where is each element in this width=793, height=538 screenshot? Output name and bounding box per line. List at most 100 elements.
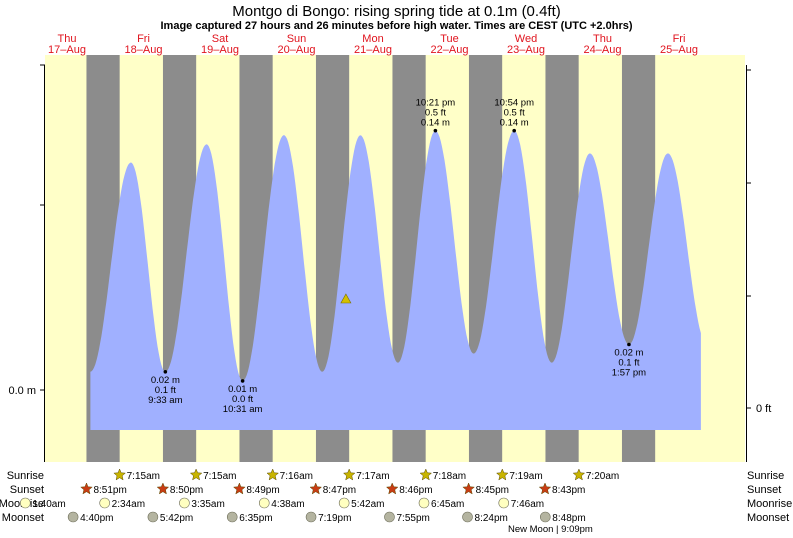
row-label-right: Sunrise bbox=[747, 470, 784, 482]
tide-point-label: 10:31 am bbox=[223, 404, 263, 415]
day-weekday-label: Thu bbox=[593, 33, 612, 45]
moonset-time-label: 8:24pm bbox=[475, 513, 508, 524]
sunrise-icon bbox=[113, 468, 126, 481]
moonset-icon bbox=[305, 511, 317, 523]
sunset-time-label: 8:46pm bbox=[399, 485, 432, 496]
row-label-right: Moonrise bbox=[747, 498, 792, 510]
row-label-left: Sunrise bbox=[7, 470, 44, 482]
sunset-time-label: 8:45pm bbox=[476, 485, 509, 496]
sunrise-icon bbox=[495, 468, 509, 481]
sunrise-time-label: 7:19am bbox=[509, 471, 542, 482]
day-weekday-label: Sat bbox=[212, 33, 229, 45]
sunset-time-label: 8:47pm bbox=[323, 485, 356, 496]
moonrise-icon bbox=[179, 497, 190, 509]
moonrise-time-label: 2:34am bbox=[112, 499, 145, 510]
moonrise-time-label: 1:40am bbox=[32, 499, 65, 510]
tide-point-label: 0.1 ft bbox=[618, 358, 639, 369]
moonrise-icon bbox=[258, 497, 270, 509]
moonset-icon bbox=[384, 511, 395, 523]
tide-area bbox=[90, 130, 701, 430]
moonrise-time-label: 6:45am bbox=[431, 499, 464, 510]
day-weekday-label: Fri bbox=[137, 33, 150, 45]
sunset-time-label: 8:50pm bbox=[170, 485, 203, 496]
tide-point-label: 0.5 ft bbox=[504, 108, 525, 119]
sunrise-icon bbox=[189, 468, 203, 481]
moonset-time-label: 5:42pm bbox=[160, 513, 193, 524]
moonrise-icon bbox=[338, 497, 350, 509]
day-date-label: 22–Aug bbox=[431, 44, 469, 56]
moonrise-icon bbox=[418, 497, 430, 509]
day-weekday-label: Thu bbox=[58, 33, 77, 45]
sunrise-icon bbox=[342, 468, 356, 481]
day-date-label: 18–Aug bbox=[125, 44, 163, 56]
moon-phase-label: New Moon | 9:09pm bbox=[508, 524, 593, 535]
tide-point-label: 0.02 m bbox=[151, 375, 180, 386]
sunrise-time-label: 7:16am bbox=[280, 471, 313, 482]
sunrise-time-label: 7:20am bbox=[586, 471, 619, 482]
tide-point bbox=[433, 128, 438, 133]
axes: 0.0 m 0 ft bbox=[8, 64, 771, 462]
tide-point-label: 0.5 ft bbox=[425, 108, 446, 119]
moonset-time-label: 8:48pm bbox=[552, 513, 585, 524]
sunrise-icon bbox=[572, 468, 586, 481]
moonset-icon bbox=[226, 511, 238, 523]
row-label-left: Moonset bbox=[2, 512, 44, 524]
sunset-icon bbox=[309, 482, 323, 495]
chart-title: Montgo di Bongo: rising spring tide at 0… bbox=[232, 3, 561, 20]
tide-point-label: 0.02 m bbox=[614, 348, 643, 359]
moonset-icon bbox=[67, 511, 79, 523]
tide-point bbox=[627, 342, 631, 347]
sunrise-time-label: 7:15am bbox=[127, 471, 160, 482]
tide-point-label: 0.0 ft bbox=[232, 394, 253, 405]
tide-point-label: 0.1 ft bbox=[155, 385, 176, 396]
tide-point bbox=[512, 128, 516, 133]
moonrise-icon bbox=[99, 497, 110, 509]
sunrise-time-label: 7:15am bbox=[203, 471, 236, 482]
moonset-icon bbox=[462, 511, 473, 523]
day-date-label: 21–Aug bbox=[354, 44, 392, 56]
day-weekday-label: Tue bbox=[440, 33, 459, 45]
day-date-label: 17–Aug bbox=[48, 44, 86, 56]
tide-point-label: 0.01 m bbox=[228, 384, 257, 395]
moonrise-icon bbox=[498, 497, 510, 509]
sunset-icon bbox=[80, 482, 93, 495]
day-weekday-label: Fri bbox=[673, 33, 686, 45]
moonset-icon bbox=[147, 511, 159, 523]
tide-point-label: 0.14 m bbox=[500, 118, 529, 129]
sun-moon-table: SunriseSunriseSunsetSunsetMoonriseMoonri… bbox=[0, 468, 792, 535]
tide-point bbox=[240, 379, 245, 383]
day-date-label: 19–Aug bbox=[201, 44, 239, 56]
tide-point-label: 9:33 am bbox=[148, 395, 182, 406]
tide-point-label: 10:54 pm bbox=[494, 98, 534, 109]
right-axis-zero-label: 0 ft bbox=[756, 403, 771, 415]
sunset-icon bbox=[156, 482, 170, 495]
moonset-icon bbox=[539, 511, 551, 523]
chart-subtitle: Image captured 27 hours and 26 minutes b… bbox=[160, 20, 632, 32]
day-weekday-label: Mon bbox=[362, 33, 383, 45]
left-axis-zero-label: 0.0 m bbox=[8, 385, 36, 397]
sunset-time-label: 8:49pm bbox=[246, 485, 279, 496]
moonset-time-label: 7:19pm bbox=[318, 513, 351, 524]
sunrise-time-label: 7:17am bbox=[356, 471, 389, 482]
sunset-time-label: 8:51pm bbox=[93, 485, 126, 496]
moonrise-icon bbox=[20, 497, 31, 509]
row-label-right: Moonset bbox=[747, 512, 789, 524]
day-weekday-label: Wed bbox=[515, 33, 537, 45]
row-label-left: Sunset bbox=[10, 484, 44, 496]
tide-area-layer bbox=[90, 130, 701, 430]
moonset-time-label: 4:40pm bbox=[80, 513, 113, 524]
tide-point bbox=[163, 370, 168, 374]
tide-point-label: 0.14 m bbox=[421, 118, 450, 129]
moonrise-time-label: 3:35am bbox=[191, 499, 224, 510]
sunset-time-label: 8:43pm bbox=[552, 485, 585, 496]
current-level-marker bbox=[340, 293, 352, 304]
tide-point-label: 1:57 pm bbox=[612, 368, 646, 379]
sunrise-time-label: 7:18am bbox=[433, 471, 466, 482]
moonset-time-label: 6:35pm bbox=[239, 513, 272, 524]
sunset-icon bbox=[385, 482, 399, 495]
moonrise-time-label: 5:42am bbox=[351, 499, 384, 510]
moonrise-time-label: 4:38am bbox=[271, 499, 304, 510]
day-date-label: 20–Aug bbox=[278, 44, 316, 56]
moonset-time-label: 7:55pm bbox=[396, 513, 429, 524]
